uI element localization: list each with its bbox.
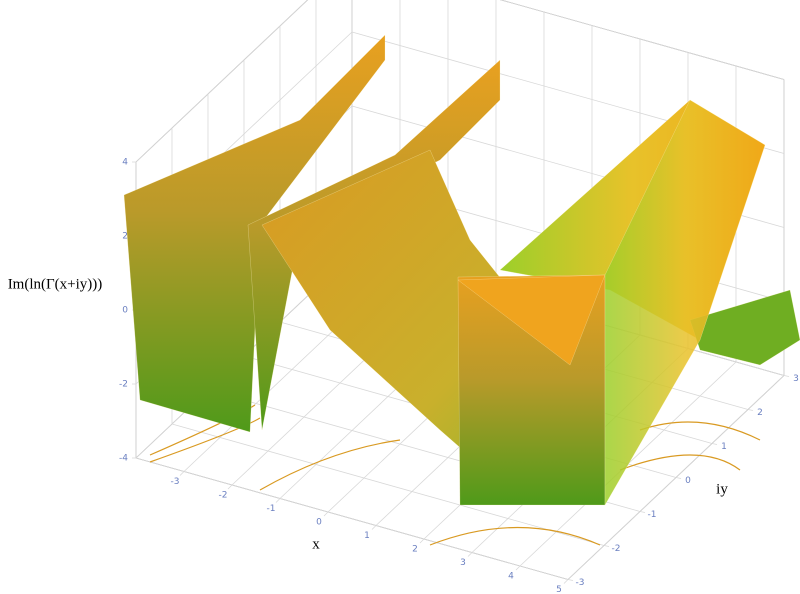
x-tick-label: 3 [460,558,466,568]
tick-mark [227,484,233,490]
x-tick-label: 2 [412,545,418,555]
axis-edge [499,0,785,80]
z-axis-title: Im(ln(Γ(x+iy))) [8,276,103,292]
tick-mark [371,525,377,530]
tick-mark [567,579,574,581]
tick-mark [467,552,473,557]
y-axis-title: iy [716,481,728,497]
tick-mark [603,545,610,547]
tick-mark [515,565,521,571]
x-tick-label: 0 [316,518,322,528]
y-tick-label: -2 [612,544,621,554]
tick-mark [711,443,718,445]
grid-line [135,0,309,163]
tick-mark [179,471,185,476]
tick-mark [275,498,281,503]
x-tick-label: -1 [267,504,276,514]
y-tick-label: 2 [757,408,763,418]
grid-line [499,0,785,80]
tick-mark [675,477,682,479]
z-tick-label: 2 [122,232,128,242]
x-tick-label: 1 [364,531,370,541]
labels: x iy Im(ln(Γ(x+iy))) -3 -2 -1 0 1 2 3 4 5 -3 -2 -1 0… [8,158,799,594]
tick-mark [639,511,646,513]
z-tick-label: 0 [122,306,128,316]
surface-sheet [604,99,766,506]
x-tick-label: -2 [219,491,228,501]
x-tick-label: 4 [508,572,514,582]
surface-sheet [689,289,800,366]
y-tick-label: -1 [648,510,657,520]
tick-mark [323,511,329,517]
z-tick-label: 4 [122,158,128,168]
tick-mark [563,579,569,584]
x-tick-label: 5 [556,585,562,594]
surface [123,34,800,546]
tick-mark [747,409,754,411]
y-tick-label: 0 [685,476,691,486]
tick-mark [783,375,790,377]
z-tick-label: -4 [119,454,128,464]
surface-sheet [457,274,606,366]
grid-line [135,457,569,580]
floor-contour [149,404,761,546]
x-axis-title: x [312,536,320,552]
z-tick-label: -2 [119,380,128,390]
tick-mark [419,538,425,544]
y-tick-label: 3 [793,374,799,384]
x-tick-label: -3 [171,477,180,487]
y-tick-label: 1 [721,442,727,452]
surface-sheet [247,59,501,431]
grid-line [171,423,605,546]
y-tick-label: -3 [576,578,585,588]
